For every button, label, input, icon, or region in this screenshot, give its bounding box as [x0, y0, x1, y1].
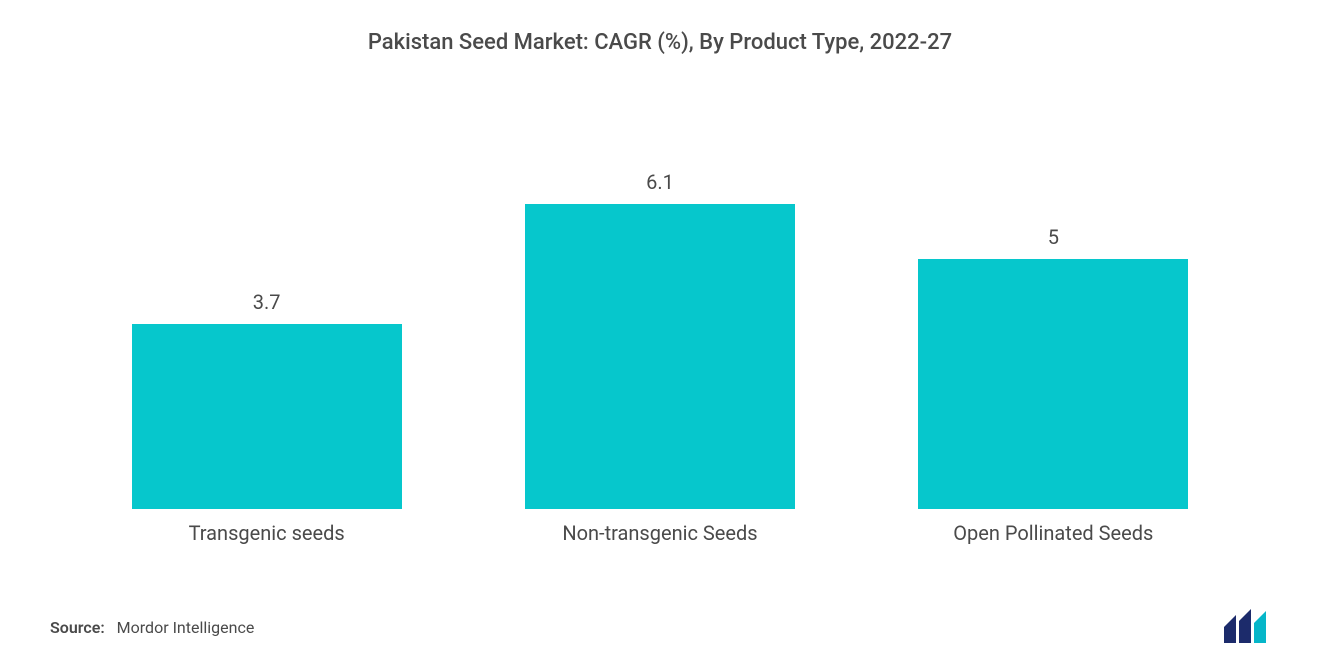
bar-open-pollinated: [918, 259, 1188, 509]
bar-label: Transgenic seeds: [189, 521, 345, 545]
bar-non-transgenic: [525, 204, 795, 509]
logo-bar-1: [1224, 615, 1236, 643]
logo-bar-3: [1254, 611, 1266, 643]
bar-group-non-transgenic: 6.1 Non-transgenic Seeds: [510, 170, 810, 545]
bar-transgenic: [132, 324, 402, 509]
source-label: Source:: [50, 618, 105, 637]
logo-bar-2: [1239, 609, 1251, 643]
bar-label: Open Pollinated Seeds: [953, 521, 1153, 545]
bar-value: 3.7: [253, 290, 281, 314]
bar-value: 5: [1048, 225, 1059, 249]
bar-group-transgenic: 3.7 Transgenic seeds: [117, 290, 417, 545]
bar-group-open-pollinated: 5 Open Pollinated Seeds: [903, 225, 1203, 545]
mordor-logo-icon: [1224, 609, 1272, 643]
chart-title: Pakistan Seed Market: CAGR (%), By Produ…: [50, 30, 1270, 55]
bar-value: 6.1: [646, 170, 674, 194]
source-footer: Source: Mordor Intelligence: [50, 618, 254, 637]
source-value: Mordor Intelligence: [117, 618, 255, 637]
bar-label: Non-transgenic Seeds: [562, 521, 757, 545]
bar-chart: 3.7 Transgenic seeds 6.1 Non-transgenic …: [50, 65, 1270, 545]
